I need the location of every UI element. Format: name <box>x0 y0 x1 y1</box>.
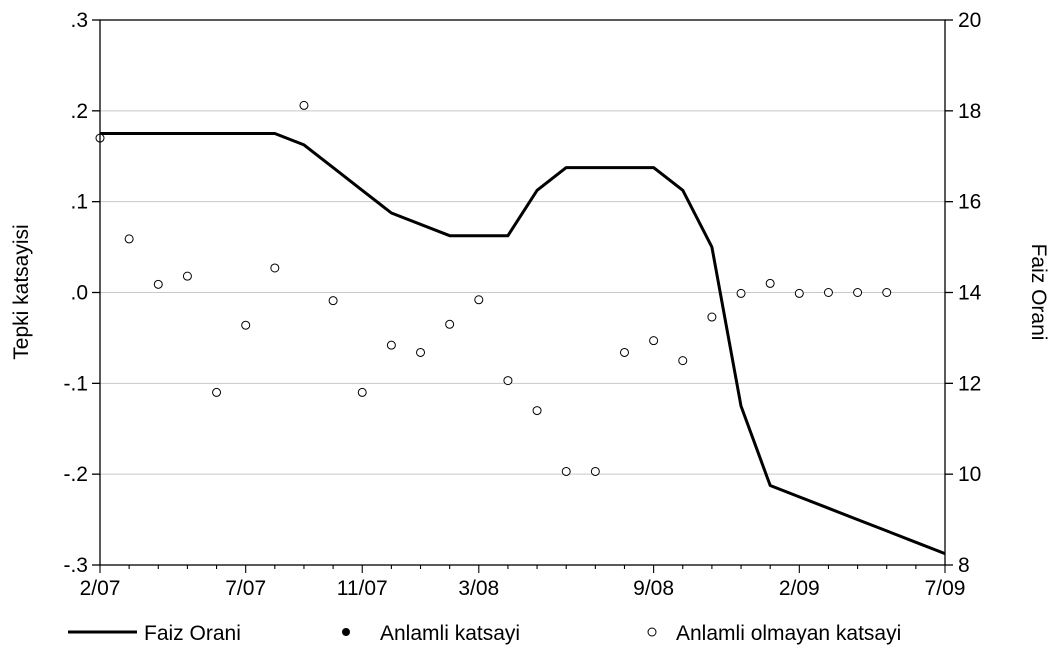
left-tick-label: -.3 <box>63 554 88 577</box>
x-tick-label: 7/09 <box>925 577 966 600</box>
point-anlamli-olmayan <box>416 347 426 357</box>
point-anlamli-olmayan <box>619 347 629 357</box>
right-axis-ticks: 20 18 16 14 12 10 8 <box>945 9 982 577</box>
left-tick-label: -.2 <box>63 463 88 486</box>
right-tick-label: 20 <box>958 9 981 32</box>
x-tick-label: 11/07 <box>337 577 388 600</box>
point-anlamli-olmayan <box>241 320 251 330</box>
point-anlamli-olmayan <box>270 263 280 273</box>
point-anlamli-olmayan <box>357 387 367 397</box>
point-anlamli-olmayan <box>678 356 688 366</box>
point-anlamli-olmayan <box>474 295 484 305</box>
x-tick-label: 2/07 <box>80 577 121 600</box>
right-tick-label: 8 <box>958 554 970 577</box>
left-tick-label: .3 <box>70 9 88 32</box>
point-anlamli-olmayan <box>212 387 222 397</box>
point-anlamli-olmayan <box>153 279 163 289</box>
x-tick-label: 3/08 <box>458 577 499 600</box>
scatter-points-layer <box>95 100 892 476</box>
point-anlamli-olmayan <box>386 340 396 350</box>
point-anlamli-olmayan <box>736 288 746 298</box>
point-anlamli-olmayan <box>124 234 134 244</box>
right-tick-label: 10 <box>958 463 981 486</box>
point-anlamli-olmayan <box>794 288 804 298</box>
legend-label-anlamli: Anlamli katsayi <box>380 622 520 645</box>
point-anlamli-olmayan <box>445 319 455 329</box>
right-tick-label: 14 <box>958 282 982 305</box>
point-anlamli-olmayan <box>503 376 513 386</box>
point-anlamli-olmayan <box>590 466 600 476</box>
point-anlamli-olmayan <box>853 288 863 297</box>
legend: Faiz Orani Anlamli katsayi Anlamli olmay… <box>68 622 901 645</box>
point-anlamli-olmayan <box>882 288 892 297</box>
left-axis-ticks: .3 .2 .1 .0 -.1 -.2 -.3 <box>63 9 100 577</box>
right-tick-label: 16 <box>958 191 981 214</box>
x-axis-ticks: 2/07 7/07 11/07 3/08 9/08 2/09 7/09 <box>80 565 966 600</box>
x-tick-label: 9/08 <box>633 577 674 600</box>
legend-filled-dot-swatch <box>342 628 350 636</box>
point-anlamli-olmayan <box>823 288 833 297</box>
left-tick-label: .1 <box>70 191 88 214</box>
legend-label-faiz-orani: Faiz Orani <box>144 622 241 645</box>
line-series-layer <box>100 132 946 555</box>
legend-open-dot-swatch <box>647 627 657 637</box>
grid-lines <box>100 110 945 475</box>
point-anlamli-olmayan <box>182 271 192 281</box>
legend-label-anlamli-olmayan: Anlamli olmayan katsayi <box>676 622 901 645</box>
line-series-faiz-orani <box>100 132 946 555</box>
point-anlamli-olmayan <box>532 406 542 416</box>
point-anlamli-olmayan <box>707 312 717 322</box>
right-tick-label: 12 <box>958 372 981 395</box>
x-tick-label: 7/07 <box>225 577 266 600</box>
left-tick-label: -.1 <box>63 372 88 395</box>
point-anlamli-olmayan <box>561 466 571 476</box>
point-anlamli-olmayan <box>765 278 775 288</box>
left-tick-label: .2 <box>70 100 88 123</box>
point-anlamli-olmayan <box>299 100 309 110</box>
point-anlamli-olmayan <box>328 296 338 306</box>
point-anlamli-olmayan <box>649 336 659 346</box>
right-tick-label: 18 <box>958 100 981 123</box>
left-tick-label: .0 <box>70 282 88 305</box>
x-tick-label: 2/09 <box>779 577 820 600</box>
left-axis-title: Tepki katsayisi <box>10 224 33 359</box>
right-axis-title: Faiz Orani <box>1027 244 1050 341</box>
